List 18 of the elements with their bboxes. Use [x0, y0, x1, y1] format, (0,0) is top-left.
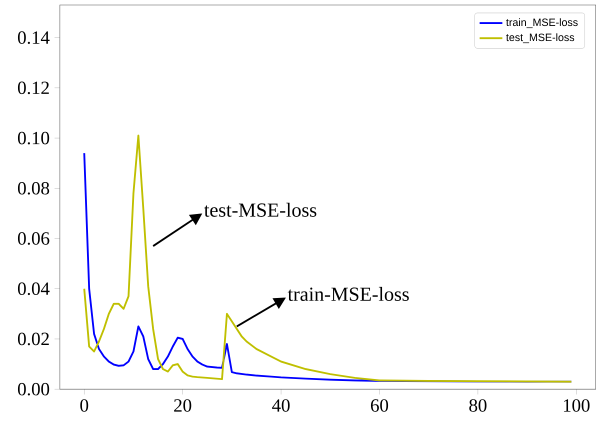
- y-tick-label: 0.12: [18, 81, 49, 94]
- x-tick-label: 40: [272, 399, 290, 412]
- annotation: test-MSE-loss: [204, 202, 316, 217]
- x-tick-label: 100: [564, 399, 590, 412]
- y-tick-label: 0.08: [18, 182, 50, 195]
- legend-label: test_MSE-loss: [506, 33, 574, 44]
- x-tick-label: 60: [370, 399, 388, 412]
- annotation: train-MSE-loss: [288, 286, 409, 301]
- y-tick-label: 0.14: [18, 31, 50, 44]
- x-tick-label: 80: [469, 399, 486, 412]
- y-tick-label: 0.02: [18, 332, 49, 346]
- y-tick-label: 0.04: [18, 282, 50, 296]
- x-tick-label: 20: [174, 399, 192, 412]
- y-tick-label: 0.10: [18, 132, 50, 144]
- x-tick-label: 0: [80, 399, 88, 412]
- legend-label: train_MSE-loss: [506, 18, 578, 28]
- y-tick-label: 0.00: [18, 382, 50, 396]
- y-tick-label: 0.06: [18, 232, 50, 245]
